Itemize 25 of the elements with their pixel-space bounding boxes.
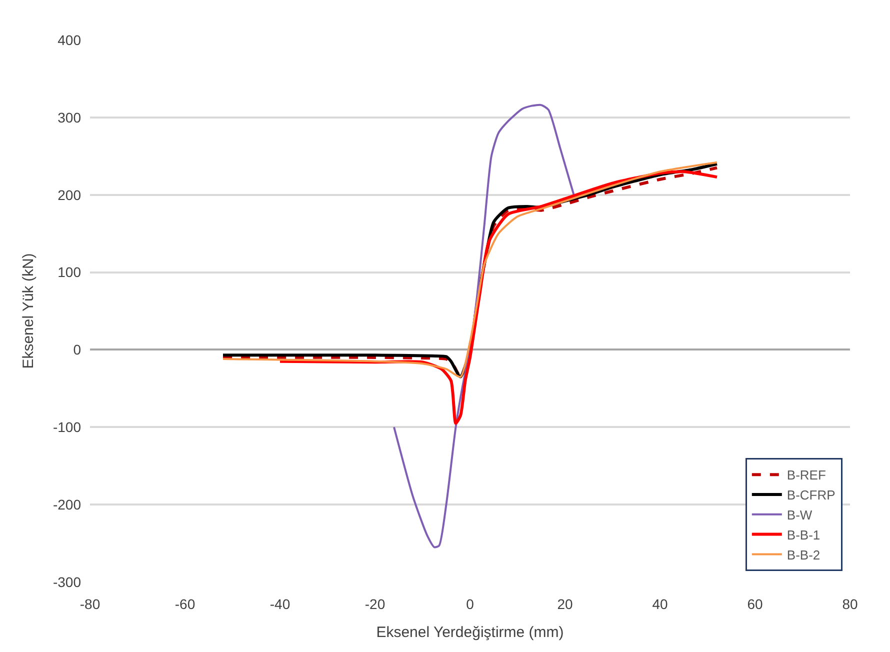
x-tick-label: -60 — [174, 596, 196, 612]
line-series — [393, 104, 576, 548]
y-tick-label: 300 — [58, 109, 82, 126]
x-tick-label: 0 — [466, 596, 474, 612]
x-tick-label: 80 — [842, 596, 858, 612]
x-tick-label: 20 — [557, 596, 573, 612]
x-tick-label: -40 — [270, 596, 290, 612]
x-tick-label: 40 — [652, 596, 668, 612]
y-tick-label: -300 — [52, 574, 82, 590]
y-tick-label: 100 — [58, 264, 82, 280]
x-axis-title: Eksenel Yerdeğiştirme (mm) — [376, 624, 564, 641]
legend-label: B-B-1 — [786, 527, 820, 542]
y-tick-label: 400 — [58, 32, 82, 48]
y-axis-title: Eksenel Yük (kN) — [20, 253, 38, 369]
y-tick-label: 200 — [58, 186, 82, 203]
x-tick-label: 60 — [747, 596, 763, 612]
y-tick-label: -100 — [52, 419, 82, 436]
legend-label: B-REF — [786, 468, 826, 483]
legend-label: B-B-2 — [786, 547, 820, 562]
y-tick-label: -200 — [52, 496, 82, 512]
legend-label: B-CFRP — [786, 488, 836, 503]
x-tick-label: -80 — [80, 596, 100, 612]
y-tick-label: 0 — [73, 342, 82, 358]
legend-label: B-W — [786, 507, 813, 522]
x-tick-label: -20 — [364, 596, 386, 612]
